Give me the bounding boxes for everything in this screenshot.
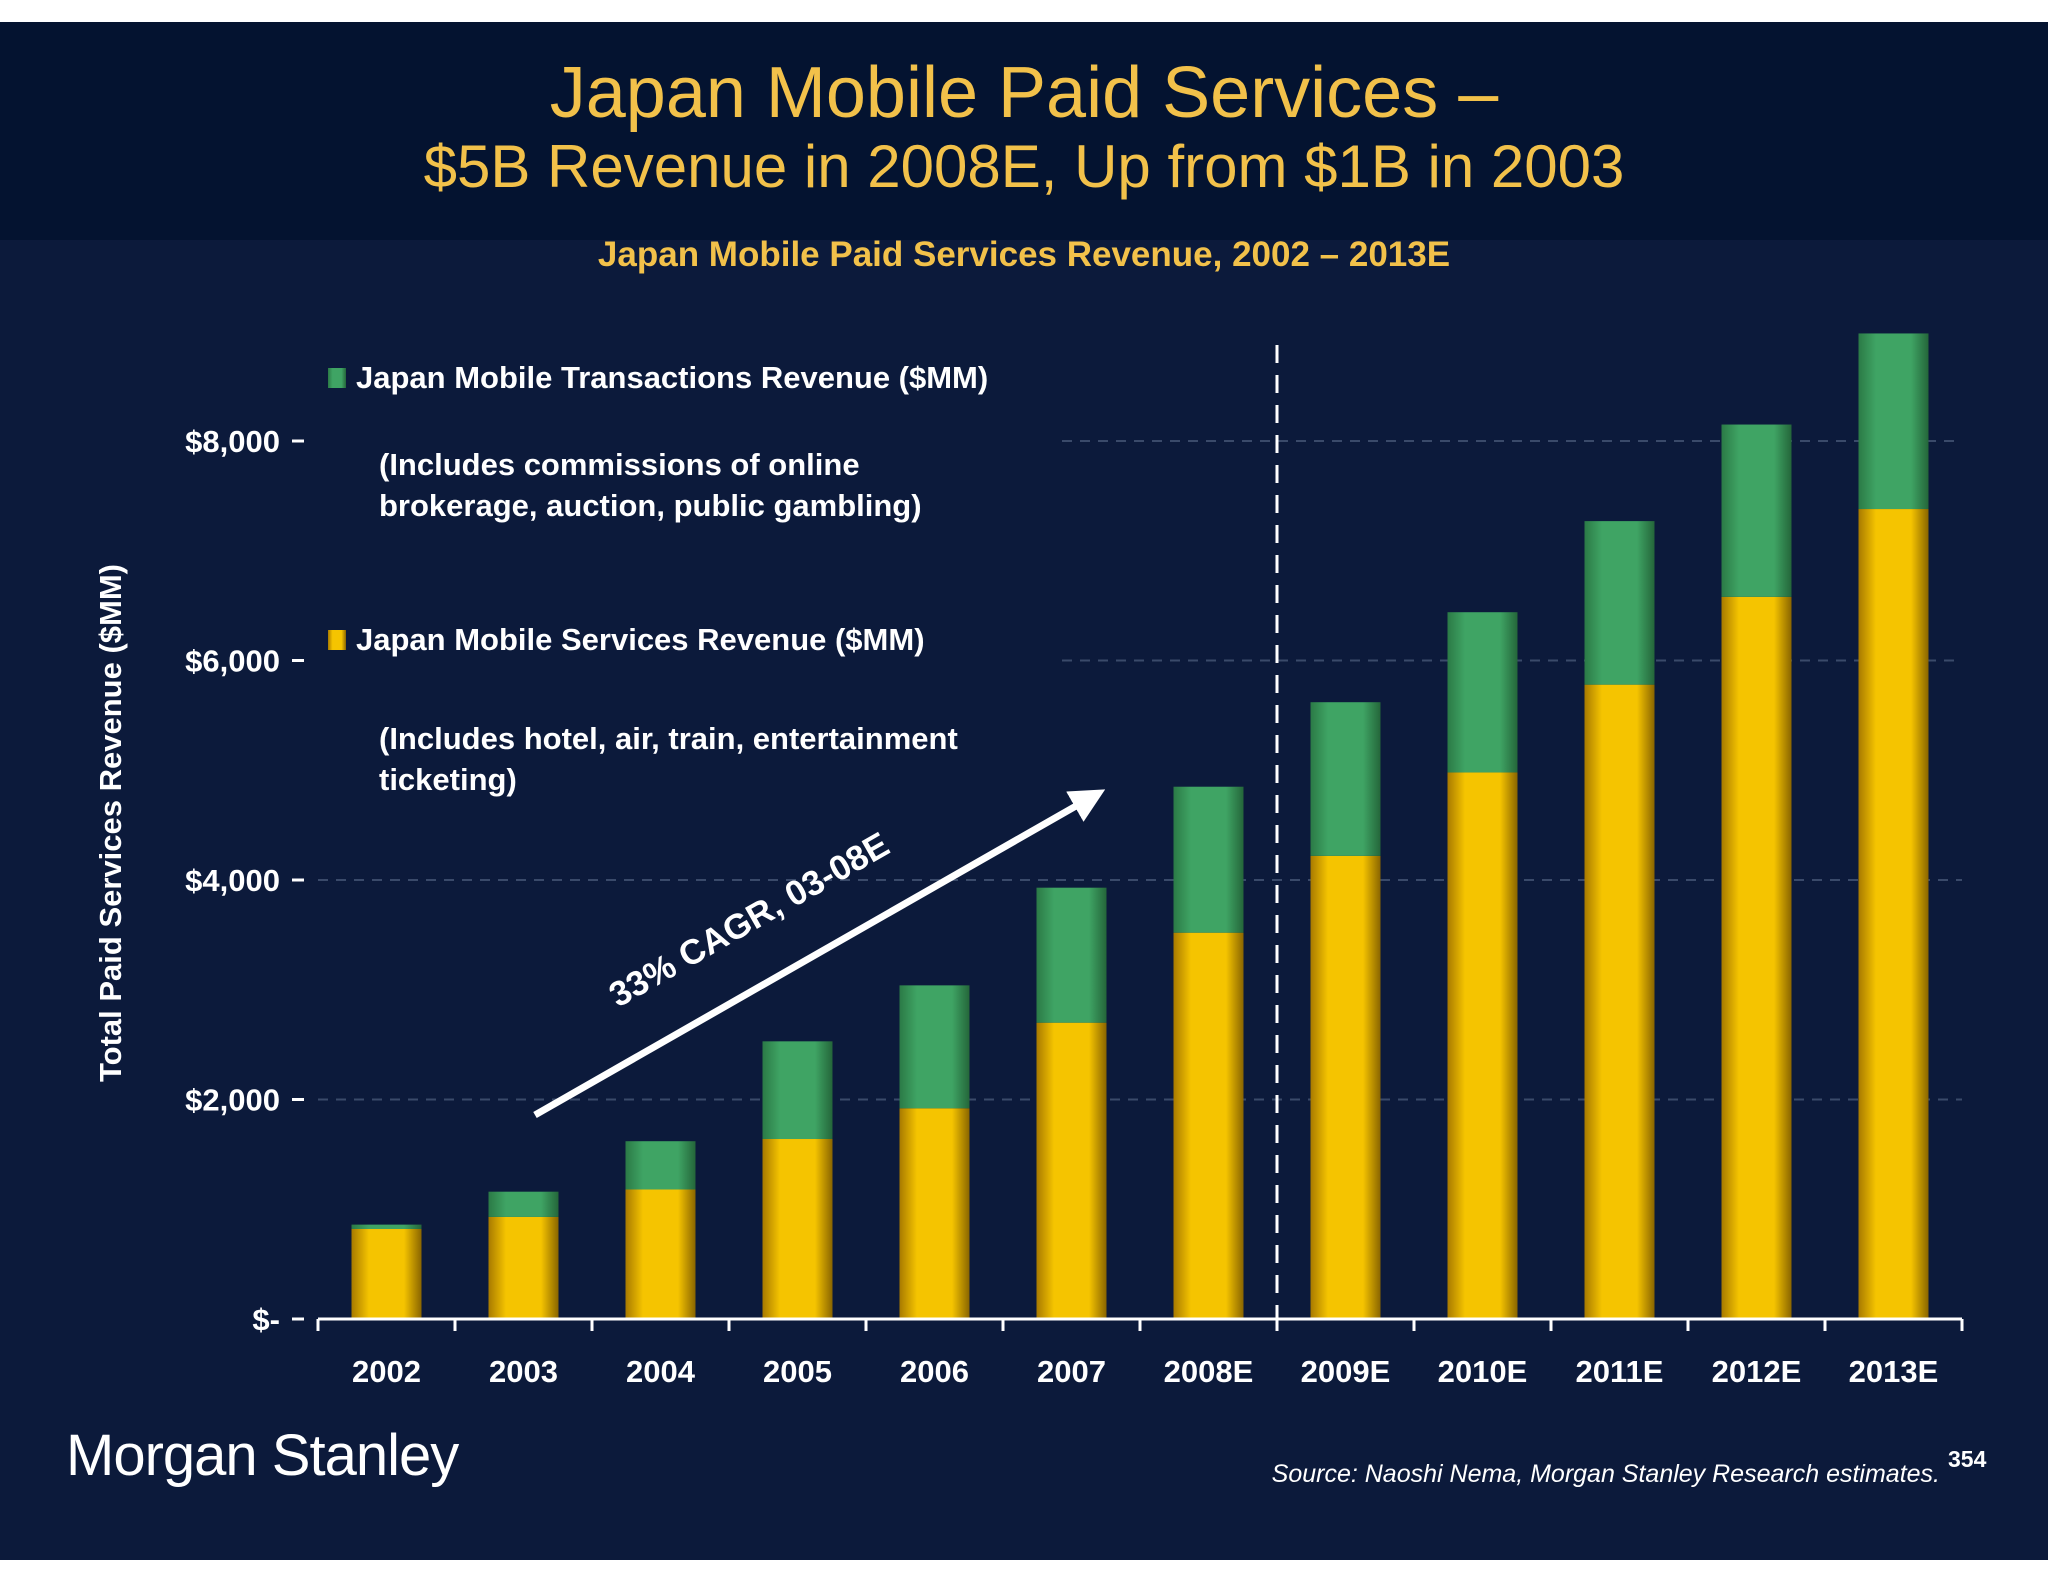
x-tick-label: 2011E — [1576, 1354, 1664, 1389]
bar-transactions — [351, 1224, 422, 1230]
y-tick-label: $6,000 — [185, 644, 280, 679]
page-subtitle: $5B Revenue in 2008E, Up from $1B in 200… — [423, 133, 1625, 200]
bar-transactions — [1584, 521, 1655, 685]
bar-services — [1447, 772, 1518, 1319]
legend-note-transactions-line1: (Includes commissions of online — [379, 447, 860, 482]
y-axis-label: Total Paid Services Revenue ($MM) — [93, 564, 128, 1082]
bar-services — [1858, 509, 1929, 1319]
x-tick-label: 2006 — [900, 1354, 969, 1389]
slide: Japan Mobile Paid Services – $5B Revenue… — [0, 22, 2048, 1560]
bar-services — [351, 1229, 422, 1319]
bar-services — [625, 1189, 696, 1319]
cagr-arrow — [533, 789, 1106, 1119]
cagr-label: 33% CAGR, 03-08E — [603, 825, 896, 1015]
bar-transactions — [1036, 887, 1107, 1023]
morgan-stanley-logo: Morgan Stanley — [66, 1423, 459, 1488]
legend-note-transactions-line2: brokerage, auction, public gambling) — [379, 488, 922, 523]
legend-note-services-line2: ticketing) — [379, 762, 517, 797]
page-number: 354 — [1948, 1446, 1987, 1472]
y-tick-label: $8,000 — [185, 424, 280, 459]
bar-transactions — [762, 1041, 833, 1140]
header-band: Japan Mobile Paid Services – $5B Revenue… — [0, 22, 2048, 240]
legend-note-services-line1: (Includes hotel, air, train, entertainme… — [379, 721, 958, 756]
bar-transactions — [1310, 702, 1381, 856]
y-tick-label: $- — [252, 1302, 280, 1337]
x-tick-label: 2009E — [1301, 1354, 1391, 1389]
page-title: Japan Mobile Paid Services – — [549, 53, 1499, 133]
legend-label-services: Japan Mobile Services Revenue ($MM) — [356, 622, 925, 657]
bar-services — [488, 1216, 559, 1319]
bar-transactions — [488, 1191, 559, 1217]
bar-transactions — [1858, 333, 1929, 510]
source-note: Source: Naoshi Nema, Morgan Stanley Rese… — [1271, 1460, 1940, 1488]
x-tick-label: 2004 — [626, 1354, 696, 1389]
bar-services — [1173, 932, 1244, 1319]
legend-note-transactions: (Includes commissions of online brokerag… — [379, 447, 922, 523]
axes: $- $2,000 $4,000 $6,000 $8,000 — [185, 424, 1964, 1337]
x-tick-label: 2002 — [352, 1354, 421, 1389]
y-tick-label: $2,000 — [185, 1083, 280, 1118]
x-tick-label: 2007 — [1037, 1354, 1106, 1389]
grid-lines — [318, 440, 1962, 1101]
x-tick-label: 2012E — [1712, 1354, 1802, 1389]
bar-transactions — [625, 1141, 696, 1190]
legend: Japan Mobile Transactions Revenue ($MM) … — [328, 360, 988, 797]
bar-services — [899, 1108, 970, 1319]
x-tick-label: 2010E — [1438, 1354, 1528, 1389]
legend-label-transactions: Japan Mobile Transactions Revenue ($MM) — [356, 360, 988, 395]
bar-services — [1721, 596, 1792, 1319]
bar-services — [1310, 855, 1381, 1319]
legend-swatch-transactions — [328, 368, 346, 388]
bar-transactions — [1721, 424, 1792, 597]
bar-services — [1584, 684, 1655, 1319]
y-tick-label: $4,000 — [185, 863, 280, 898]
bar-services — [1036, 1022, 1107, 1319]
x-tick-label: 2005 — [763, 1354, 832, 1389]
legend-swatch-services — [328, 630, 346, 650]
bars: 2002 2003 2004 2005 2006 2007 2008E 2009E 2010E 2… — [351, 333, 1939, 1389]
bar-transactions — [1447, 612, 1518, 773]
x-tick-label: 2003 — [489, 1354, 558, 1389]
legend-note-services: (Includes hotel, air, train, entertainme… — [379, 721, 966, 797]
bar-transactions — [1173, 786, 1244, 933]
bar-services — [762, 1139, 833, 1319]
bar-transactions — [899, 985, 970, 1109]
x-tick-label: 2008E — [1164, 1354, 1254, 1389]
x-tick-label: 2013E — [1849, 1354, 1939, 1389]
chart-title: Japan Mobile Paid Services Revenue, 2002… — [597, 235, 1451, 274]
